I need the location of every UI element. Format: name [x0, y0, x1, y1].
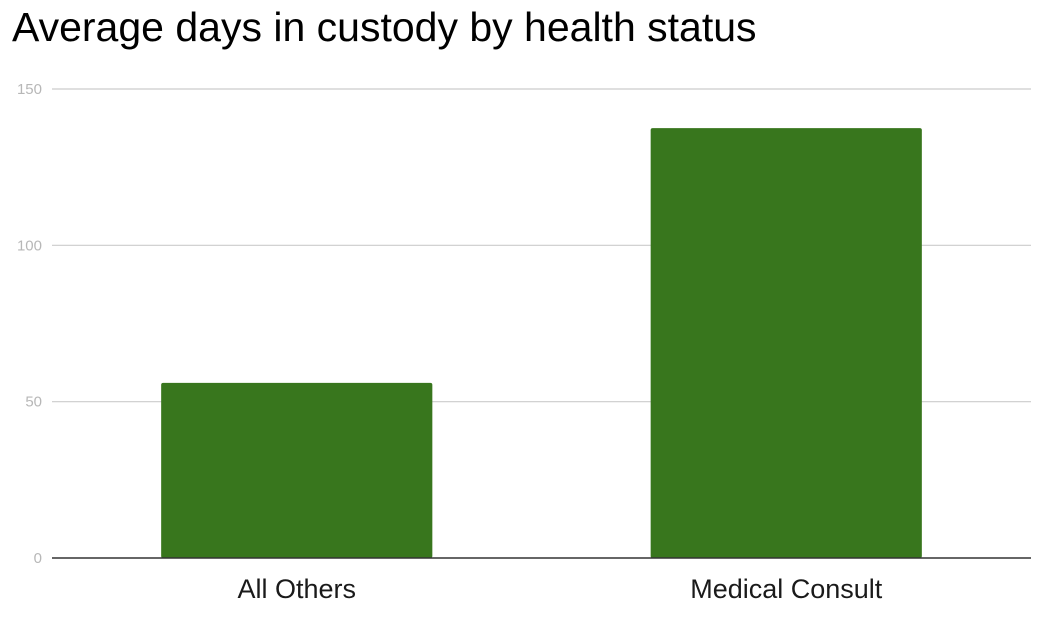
bar	[161, 382, 433, 558]
y-tick-label: 50	[25, 394, 42, 411]
x-axis-labels: All Others Medical Consult	[237, 574, 882, 604]
y-tick-label: 150	[17, 81, 42, 98]
bars	[161, 128, 922, 559]
chart-title: Average days in custody by health status	[12, 4, 757, 50]
x-category-label: All Others	[237, 574, 356, 604]
y-tick-label: 100	[17, 237, 42, 254]
y-tick-label: 0	[34, 550, 42, 567]
bar	[650, 128, 922, 559]
x-category-label: Medical Consult	[690, 574, 883, 604]
y-axis-ticks: 0 50 100 150	[17, 81, 42, 567]
